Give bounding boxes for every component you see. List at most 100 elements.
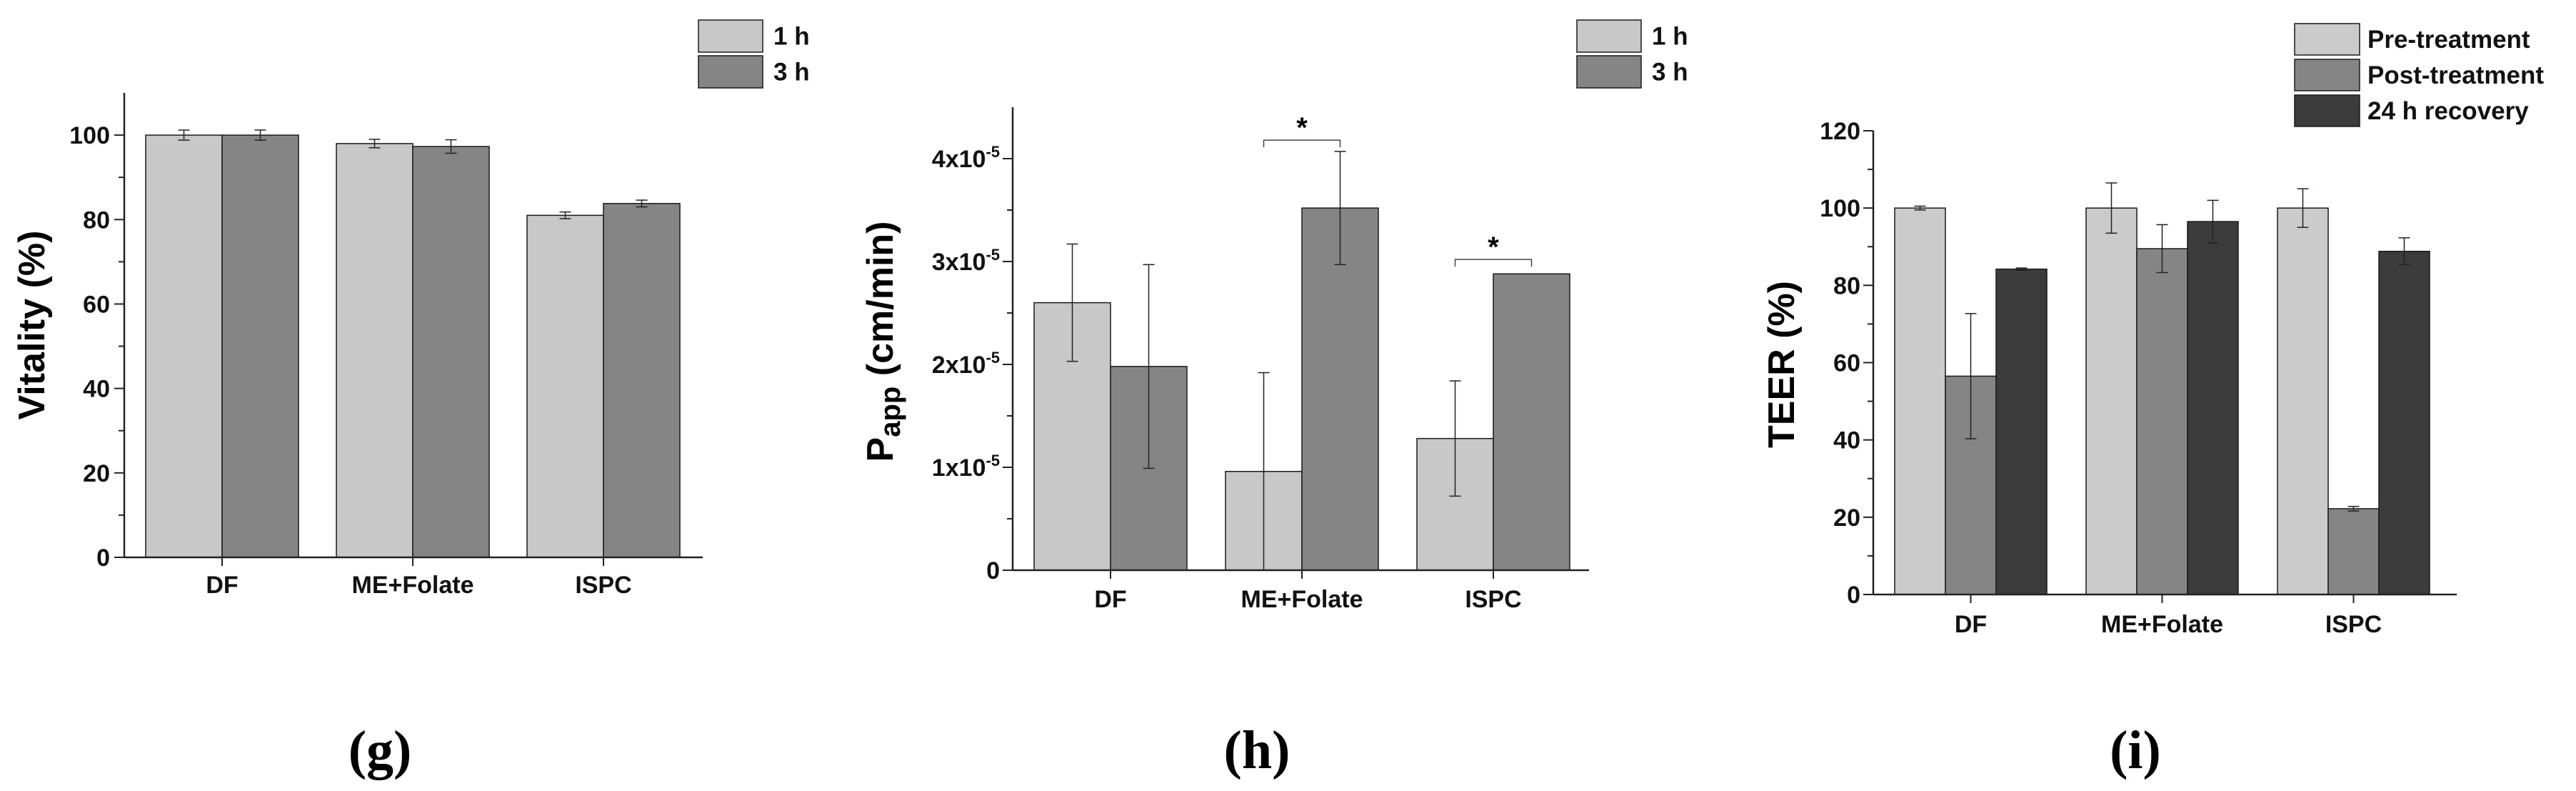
- bar-h-me-folate-s1: [1301, 207, 1379, 571]
- legend-swatch-g-1: [698, 55, 763, 89]
- error-bar-i-1-s2: [2207, 199, 2219, 244]
- significance-h-1: *: [1454, 232, 1533, 267]
- chart-h-x-ticks: DF ME+Folate ISPC: [1094, 570, 1522, 613]
- error-bar-g-1-s0: [369, 139, 381, 149]
- bar-h-ispc-s1: [1493, 273, 1570, 571]
- legend-label-g-1: 3 h: [773, 59, 810, 86]
- chart-i-bars: [1894, 207, 2430, 595]
- y-tick-label-h-3: 3x10-5: [932, 246, 1000, 276]
- error-bar-g-2-s1: [636, 199, 648, 208]
- legend-swatch-h-0: [1576, 19, 1642, 53]
- error-bar-i-0-s0: [1914, 205, 1926, 211]
- y-tick-label-i-4: 80: [1833, 272, 1860, 299]
- x-tick-label-h-1: ME+Folate: [1241, 586, 1363, 613]
- bar-i-df-s0: [1894, 207, 1946, 595]
- chart-i-x-ticks: DF ME+Folate ISPC: [1955, 595, 2382, 638]
- chart-h-significance: **: [1263, 112, 1533, 267]
- bar-g-me-folate-s0: [336, 143, 414, 558]
- x-tick-label-g-2: ISPC: [575, 572, 631, 599]
- significance-star-h-0: *: [1296, 112, 1308, 144]
- error-bar-g-0-s0: [178, 129, 190, 141]
- panel-label-h: (h): [1224, 720, 1290, 780]
- legend-swatch-i-0: [2294, 23, 2360, 56]
- chart-h: 0 1x10-5 2x10-5 3x10-5 4x10-5 DF ME+Folate ISP…: [860, 19, 1688, 780]
- chart-i-error-bars: [1914, 182, 2410, 512]
- legend-swatch-g-0: [698, 19, 763, 53]
- bar-i-me-folate-s0: [2085, 207, 2138, 595]
- chart-h-error-bars: [1066, 151, 1461, 571]
- y-tick-label-i-2: 40: [1833, 427, 1860, 454]
- chart-h-legend: 1 h3 h: [1576, 19, 1688, 89]
- legend-label-g-0: 1 h: [773, 23, 810, 51]
- error-bar-i-0-s2: [2015, 267, 2028, 271]
- chart-i: 0 20 40 60 80 100 120 DF ME+Folate ISPC TEER (%)…: [1761, 23, 2544, 780]
- legend-label-i-1: Post-treatment: [2367, 61, 2544, 89]
- chart-g-y-label: Vitality (%): [11, 231, 53, 420]
- bar-g-me-folate-s1: [412, 146, 490, 558]
- y-tick-label-g-2: 40: [83, 376, 110, 403]
- chart-g-error-bars: [178, 129, 648, 219]
- error-bar-i-2-s0: [2297, 188, 2309, 228]
- legend-swatch-i-2: [2294, 94, 2360, 127]
- chart-h-y-label-rest: (cm/min): [860, 222, 901, 387]
- y-tick-label-i-0: 0: [1847, 582, 1860, 609]
- error-bar-i-2-s2: [2398, 237, 2410, 266]
- y-tick-label-i-6: 120: [1820, 118, 1860, 145]
- legend-item-g-1: 3 h: [698, 55, 810, 89]
- legend-item-h-0: 1 h: [1576, 19, 1688, 53]
- chart-i-y-ticks: 0 20 40 60 80 100 120: [1820, 118, 1873, 609]
- chart-h-y-label-main: P: [860, 437, 901, 462]
- chart-i-y-label: TEER (%): [1761, 281, 1803, 448]
- bar-i-me-folate-s2: [2187, 221, 2239, 595]
- chart-i-legend: Pre-treatment Post-treatment 24 h recovery: [2294, 23, 2544, 127]
- legend-label-i-0: Pre-treatment: [2367, 26, 2530, 54]
- x-tick-label-i-2: ISPC: [2325, 611, 2382, 638]
- chart-h-y-label: Papp (cm/min): [860, 222, 906, 462]
- panel-label-i: (i): [2110, 720, 2161, 780]
- y-tick-label-i-1: 20: [1833, 504, 1860, 532]
- legend-item-i-1: Post-treatment: [2294, 59, 2544, 91]
- bar-g-df-s0: [145, 134, 223, 558]
- bar-g-ispc-s0: [526, 214, 604, 558]
- legend-label-i-2: 24 h recovery: [2367, 97, 2529, 125]
- panel-label-g: (g): [349, 720, 412, 780]
- error-bar-h-1-s1: [1334, 151, 1346, 266]
- y-tick-label-g-5: 100: [69, 122, 110, 149]
- bar-g-df-s1: [221, 134, 299, 558]
- legend-item-i-2: 24 h recovery: [2294, 94, 2529, 127]
- bar-i-ispc-s2: [2378, 250, 2430, 595]
- y-tick-label-g-3: 60: [83, 291, 110, 318]
- bar-i-ispc-s1: [2327, 508, 2380, 595]
- error-bar-h-2-s0: [1449, 380, 1461, 497]
- y-tick-label-h-0: 0: [986, 557, 1000, 584]
- significance-star-h-1: *: [1488, 232, 1499, 263]
- chart-g: 0 20 40 60 80 100 DF ME+Folate ISPC Vitality (%…: [11, 19, 810, 780]
- error-bar-i-0-s1: [1965, 313, 1977, 439]
- x-tick-label-g-0: DF: [206, 572, 238, 599]
- legend-swatch-h-1: [1576, 55, 1642, 89]
- legend-swatch-i-1: [2294, 59, 2360, 91]
- legend-label-h-0: 1 h: [1652, 23, 1688, 51]
- chart-h-bars: [1033, 207, 1570, 571]
- chart-g-y-ticks: 0 20 40 60 80 100: [69, 122, 124, 572]
- error-bar-h-0-s1: [1143, 264, 1155, 469]
- chart-g-legend: 1 h3 h: [698, 19, 810, 89]
- x-tick-label-h-0: DF: [1094, 586, 1126, 613]
- error-bar-i-2-s1: [2347, 505, 2360, 512]
- y-tick-label-h-2: 2x10-5: [932, 349, 1000, 379]
- y-tick-label-h-4: 4x10-5: [932, 143, 1000, 173]
- error-bar-g-2-s0: [559, 211, 571, 219]
- error-bar-h-0-s0: [1066, 243, 1078, 362]
- bar-g-ispc-s1: [603, 203, 681, 558]
- error-bar-g-1-s1: [445, 139, 457, 154]
- y-tick-label-i-3: 60: [1833, 350, 1860, 377]
- bar-i-ispc-s0: [2277, 207, 2329, 595]
- y-tick-label-g-4: 80: [83, 207, 110, 234]
- y-tick-label-h-1: 1x10-5: [932, 452, 1000, 482]
- x-tick-label-i-1: ME+Folate: [2101, 611, 2223, 638]
- legend-item-h-1: 3 h: [1576, 55, 1688, 89]
- chart-g-bars: [145, 134, 681, 558]
- chart-h-y-label-sub: app: [875, 387, 906, 437]
- legend-label-h-1: 3 h: [1652, 59, 1688, 86]
